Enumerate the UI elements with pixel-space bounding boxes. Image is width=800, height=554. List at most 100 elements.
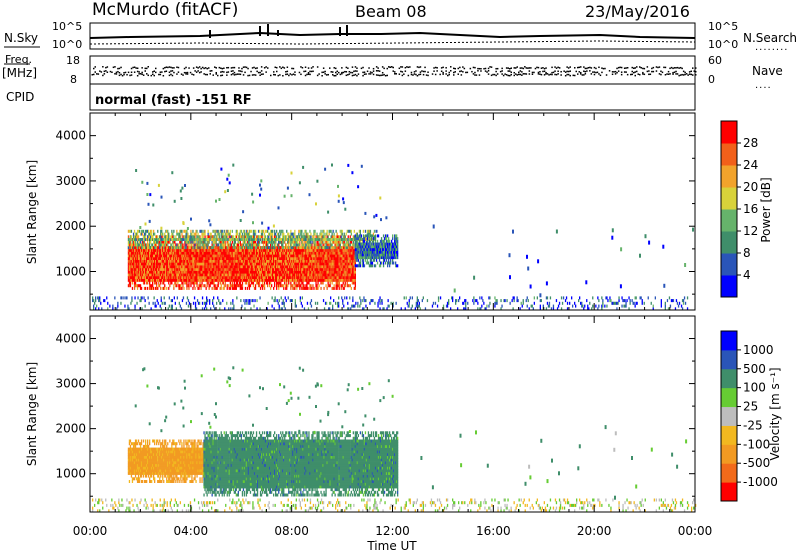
power-echo-cell — [273, 265, 275, 269]
freq-sample — [439, 73, 441, 76]
power-echo-cell — [130, 254, 133, 258]
freq-sample — [99, 70, 101, 72]
freq-sample — [177, 71, 180, 73]
power-echo-cell — [192, 273, 194, 277]
power-echo-cell — [185, 254, 187, 258]
power-echo-cell — [186, 270, 188, 274]
power-echo-cell — [280, 284, 282, 288]
power-echo-cell — [160, 254, 162, 258]
power-echo-cell — [201, 273, 203, 277]
power-echo-cell — [256, 238, 259, 241]
freq-sample — [100, 71, 103, 73]
power-echo-cell — [331, 281, 333, 285]
power-echo-cell — [349, 278, 351, 282]
power-echo-cell — [133, 265, 136, 269]
power-echo-cell — [147, 229, 149, 233]
power-echo-cell — [195, 257, 197, 260]
power-echo-cell — [229, 278, 231, 282]
power-echo-cell — [129, 284, 132, 288]
power-echo-cell — [221, 248, 223, 252]
power-echo-cell — [150, 254, 152, 258]
power-echo-cell — [156, 270, 158, 274]
power-echo-cell — [324, 265, 326, 269]
power-echo-cell — [307, 262, 309, 266]
power-echo-cell — [285, 278, 287, 282]
power-echo-cell — [288, 273, 290, 277]
power-echo-cell — [160, 235, 162, 239]
power-echo-cell — [347, 235, 349, 239]
power-echo-cell — [165, 246, 167, 250]
power-echo-cell — [347, 243, 349, 247]
power-echo-cell — [186, 229, 188, 233]
power-echo-cell — [343, 284, 345, 288]
power-echo-cell — [186, 284, 188, 288]
freq-sample — [584, 73, 587, 75]
power-echo-cell — [176, 254, 178, 258]
power-echo-cell — [292, 254, 294, 258]
power-echo-cell — [158, 259, 160, 263]
freq-sample — [515, 67, 517, 69]
power-echo-cell — [181, 229, 183, 233]
power-echo-cell — [163, 248, 165, 252]
power-echo-cell — [167, 265, 169, 269]
power-echo-cell — [342, 243, 344, 247]
power-echo-cell — [226, 238, 228, 241]
power-echo-cell — [175, 273, 177, 277]
power-echo-cell — [309, 273, 311, 277]
power-echo-cell — [177, 262, 179, 266]
power-echo-cell — [347, 284, 349, 288]
power-echo-cell — [245, 232, 248, 236]
power-echo-cell — [332, 259, 334, 263]
power-echo-cell — [268, 265, 270, 269]
power-echo-cell — [167, 267, 169, 271]
power-echo-cell — [142, 265, 145, 269]
power-echo-cell — [251, 248, 254, 252]
power-echo-cell — [225, 232, 227, 236]
power-echo-cell — [313, 248, 315, 252]
power-echo-cell — [194, 270, 196, 274]
freq-sample — [493, 73, 496, 76]
power-echo-cell — [255, 262, 258, 266]
power-echo-cell — [343, 240, 345, 244]
power-echo-cell — [332, 254, 334, 258]
power-echo-cell — [195, 270, 197, 274]
power-echo-cell — [303, 248, 305, 252]
power-echo-cell — [338, 246, 340, 250]
power-echo-cell — [180, 286, 182, 290]
freq-sample — [351, 71, 354, 74]
power-echo-cell — [250, 251, 253, 255]
freq-sample — [348, 73, 351, 75]
power-echo-cell — [304, 286, 306, 290]
power-echo-cell — [134, 254, 137, 258]
power-echo-cell — [201, 262, 203, 266]
power-echo-cell — [203, 273, 205, 277]
power-echo-cell — [177, 238, 179, 241]
power-echo-cell — [337, 246, 339, 250]
power-echo-cell — [129, 257, 132, 260]
power-echo-cell — [194, 254, 196, 258]
power-echo-cell — [260, 262, 263, 266]
power-echo-cell — [127, 284, 130, 288]
power-echo-cell — [294, 251, 296, 255]
power-echo-cell — [253, 243, 256, 247]
power-echo-cell — [227, 267, 229, 271]
power-echo-cell — [260, 254, 263, 258]
power-echo-cell — [190, 267, 192, 271]
power-echo-cell — [351, 281, 353, 285]
power-echo-cell — [293, 276, 295, 279]
power-echo-cell — [165, 257, 167, 260]
power-echo-cell — [250, 238, 253, 241]
power-echo-cell — [228, 267, 230, 271]
power-echo-cell — [299, 278, 301, 282]
power-echo-cell — [325, 240, 327, 244]
power-echo-cell — [262, 276, 265, 279]
power-echo-cell — [340, 273, 342, 277]
power-echo-cell — [231, 251, 233, 255]
power-echo-cell — [225, 262, 227, 266]
power-echo-cell — [351, 248, 353, 252]
power-echo-cell — [225, 248, 227, 252]
power-echo-cell — [184, 278, 186, 282]
power-echo-cell — [250, 273, 253, 277]
power-echo-cell — [215, 262, 217, 266]
power-echo-cell — [299, 286, 301, 290]
